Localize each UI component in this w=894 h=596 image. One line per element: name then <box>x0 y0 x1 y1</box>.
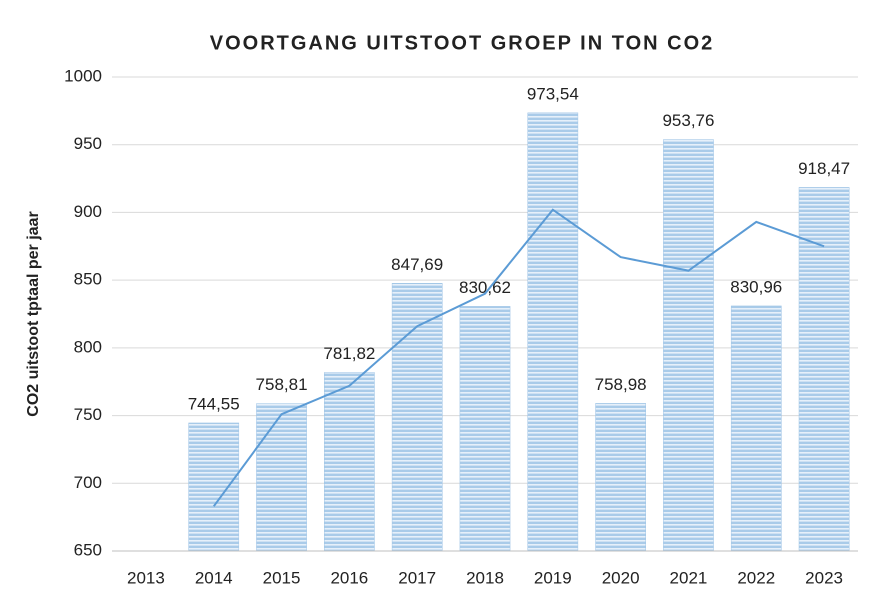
bar <box>256 403 307 552</box>
bar <box>730 305 782 552</box>
x-tick-label: 2014 <box>195 568 233 587</box>
x-tick-label: 2023 <box>805 568 843 587</box>
y-tick-label: 750 <box>74 405 102 424</box>
data-label: 847,69 <box>391 255 443 274</box>
bar <box>798 187 850 552</box>
y-tick-label: 900 <box>74 202 102 221</box>
x-tick-label: 2015 <box>263 568 301 587</box>
data-label: 758,81 <box>256 375 308 394</box>
bar <box>527 112 579 552</box>
x-tick-label: 2016 <box>330 568 368 587</box>
bar <box>459 306 511 552</box>
y-tick-label: 650 <box>74 540 102 559</box>
y-tick-label: 800 <box>74 337 102 356</box>
y-axis-label: CO2 uitstoot tptaal per jaar <box>25 211 42 416</box>
data-label: 758,98 <box>595 375 647 394</box>
data-label: 973,54 <box>527 84 579 103</box>
x-tick-label: 2020 <box>602 568 640 587</box>
bar <box>595 403 646 552</box>
data-label: 744,55 <box>188 394 240 413</box>
x-tick-label: 2013 <box>127 568 165 587</box>
y-tick-label: 1000 <box>64 66 102 85</box>
y-tick-label: 950 <box>74 134 102 153</box>
x-tick-label: 2019 <box>534 568 572 587</box>
x-tick-label: 2017 <box>398 568 436 587</box>
x-tick-label: 2021 <box>670 568 708 587</box>
chart-title: VOORTGANG UITSTOOT GROEP IN TON CO2 <box>210 32 715 54</box>
x-tick-label: 2022 <box>737 568 775 587</box>
y-tick-label: 850 <box>74 270 102 289</box>
bar <box>391 283 443 552</box>
x-tick-label: 2018 <box>466 568 504 587</box>
data-label: 918,47 <box>798 159 850 178</box>
y-tick-label: 700 <box>74 473 102 492</box>
trend-line <box>212 208 825 507</box>
bar <box>324 372 375 552</box>
data-label: 830,62 <box>459 278 511 297</box>
data-label: 830,96 <box>730 277 782 296</box>
data-label: 953,76 <box>662 111 714 130</box>
bar <box>663 139 714 552</box>
bar <box>188 422 240 552</box>
data-label: 781,82 <box>323 344 375 363</box>
